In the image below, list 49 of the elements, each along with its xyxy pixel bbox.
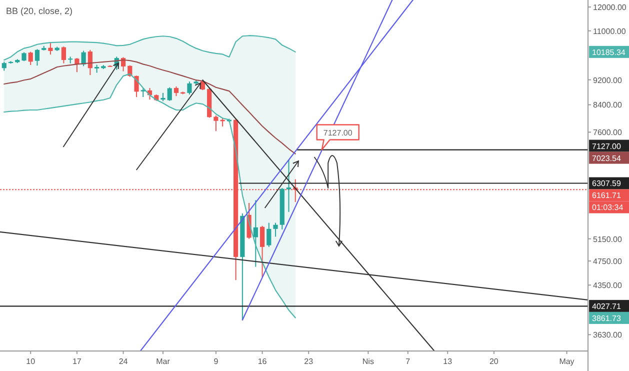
y-tick-label: 12000.00: [593, 2, 627, 12]
data-label: 7127.00: [592, 142, 622, 151]
x-tick-label: 7: [406, 357, 411, 366]
candlestick: [28, 51, 33, 66]
text: 01:03:34: [592, 203, 624, 212]
candlestick: [266, 222, 272, 248]
annotation: 7127.00: [323, 128, 353, 138]
candlestick: [61, 46, 66, 64]
candlestick: [187, 81, 192, 95]
candlestick: [140, 87, 146, 98]
data-label: 4027.71: [592, 302, 622, 311]
x-tick-label: 17: [72, 357, 82, 366]
candlestick: [286, 159, 292, 212]
candlestick: [253, 200, 258, 268]
y-tick-label: 3630.00: [593, 330, 622, 340]
data-label: 6307.59: [592, 179, 622, 188]
x-tick-label: 23: [304, 357, 314, 366]
candlestick: [88, 49, 92, 76]
y-tick-label: 4350.00: [593, 281, 622, 290]
ref-line-label: 6161.71: [592, 191, 622, 200]
candlestick: [167, 86, 172, 102]
candlestick: [273, 222, 278, 238]
y-tick-label: 5150.00: [593, 234, 622, 244]
x-tick-label: May: [559, 357, 574, 366]
y-tick-label: 8400.00: [593, 100, 622, 110]
y-tick-label: 10185.34: [592, 48, 626, 57]
y-tick-label: 9200.00: [593, 76, 622, 85]
line-series: [4, 35, 296, 61]
candlestick: [214, 114, 218, 132]
x-tick-label: 10: [26, 357, 36, 366]
text: BB (20, close, 2): [6, 6, 73, 16]
candlestick: [48, 42, 53, 55]
x-tick-label: 9: [214, 357, 219, 366]
candlestick: [174, 86, 179, 97]
x-tick-label: Mar: [156, 357, 170, 366]
x-tick-label: 16: [258, 357, 268, 366]
y-tick-label: 4750.00: [593, 256, 622, 266]
candlestick: [260, 225, 265, 278]
x-tick-label: Nis: [362, 357, 374, 366]
y-tick-label: 7600.00: [593, 128, 622, 138]
x-tick-label: 20: [490, 357, 499, 366]
candlestick: [34, 48, 40, 66]
candlestick: [134, 75, 139, 98]
x-tick-label: 24: [118, 357, 128, 366]
y-tick-label: 3861.73: [592, 314, 622, 323]
x-tick-label: 13: [443, 357, 453, 366]
y-tick-label: 11000.00: [593, 26, 626, 36]
y-tick-label: 7023.54: [592, 154, 622, 163]
candlestick: [2, 61, 6, 72]
